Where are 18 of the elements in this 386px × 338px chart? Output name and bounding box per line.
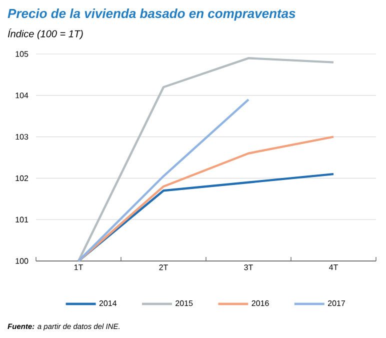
- legend-label: 2014: [99, 300, 117, 306]
- x-tick-label: 2T: [159, 264, 168, 270]
- line-series: [77, 136, 335, 262]
- x-tick-label: 4T: [329, 264, 338, 270]
- line-series: [77, 57, 335, 262]
- chart-title: Precio de la vivienda basado en compraventas: [8, 8, 296, 21]
- y-tick-label: 101: [16, 216, 28, 222]
- x-tick-label: 1T: [74, 264, 83, 270]
- y-tick-label: 104: [16, 92, 28, 98]
- y-tick-label: 103: [16, 134, 28, 140]
- legend-label: 2015: [176, 300, 193, 306]
- legend-label: 2017: [328, 300, 345, 306]
- chart-subtitle: Índice (100 = 1T): [8, 28, 83, 40]
- y-tick-label: 102: [16, 175, 28, 182]
- y-tick-label: 105: [16, 51, 28, 57]
- x-tick-label: 3T: [244, 264, 253, 270]
- legend-label: 2016: [252, 300, 269, 306]
- y-tick-label: 100: [16, 258, 28, 264]
